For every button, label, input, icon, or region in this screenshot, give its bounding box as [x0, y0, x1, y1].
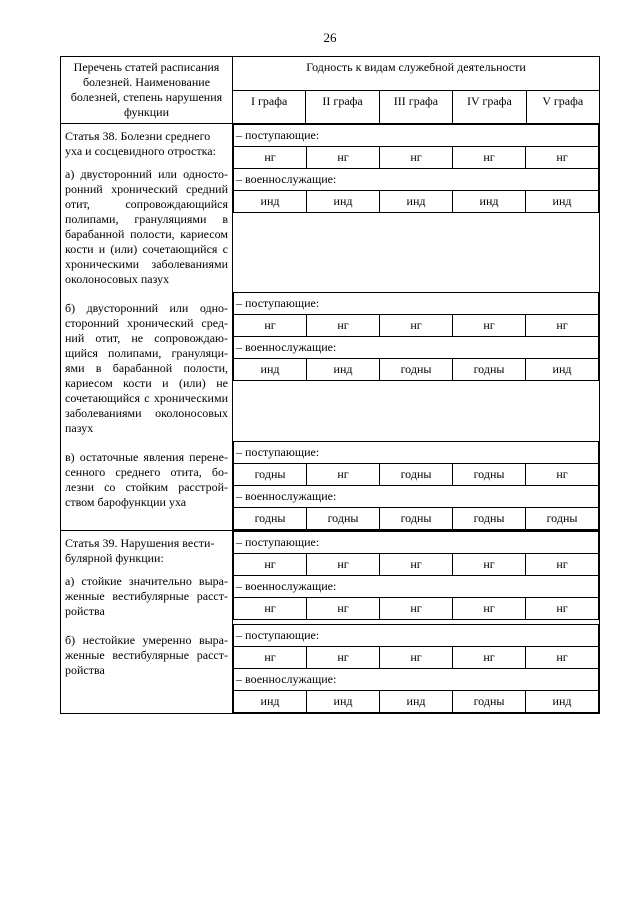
article-item-values: – поступающие:годнынггодныгоднынг– военн…: [233, 441, 600, 531]
value-cell: нг: [453, 647, 526, 669]
value-cell: нг: [307, 464, 380, 486]
value-cell: годны: [380, 464, 453, 486]
article-item-text: б) двусторонний или одно­сторонний хрони…: [61, 292, 233, 441]
value-cell: инд: [526, 359, 599, 381]
article-subitem: б) двусторонний или одно­сторонний хрони…: [65, 301, 228, 436]
article-item-values: – поступающие:нгнгнгнгнг– военнослужащие…: [233, 531, 600, 625]
value-cell: нг: [526, 464, 599, 486]
value-cell: инд: [307, 691, 380, 713]
article-item-values: – поступающие:нгнгнгнгнг– военнослужащие…: [233, 124, 600, 293]
group-label: – поступающие:: [234, 293, 599, 315]
value-cell: годны: [380, 359, 453, 381]
value-cell: нг: [380, 315, 453, 337]
group-label: – поступающие:: [234, 625, 599, 647]
value-cell: инд: [234, 359, 307, 381]
value-cell: инд: [307, 191, 380, 213]
value-cell: годны: [234, 508, 307, 530]
value-cell: годны: [234, 464, 307, 486]
main-table: Перечень статей расписания болезней. Наи…: [60, 56, 600, 714]
value-cell: инд: [234, 691, 307, 713]
value-cell: нг: [234, 554, 307, 576]
article-item-text: Статья 38. Болезни среднего уха и сосцев…: [61, 124, 233, 293]
col-head-1: I графа: [233, 90, 306, 124]
value-cell: годны: [380, 508, 453, 530]
value-cell: нг: [234, 147, 307, 169]
value-cell: нг: [453, 554, 526, 576]
value-cell: нг: [380, 598, 453, 620]
article-title: Статья 38. Болезни среднего уха и сосцев…: [65, 129, 228, 159]
article-item-values: – поступающие:нгнгнгнгнг– военнослужащие…: [233, 292, 600, 441]
article-item-text: б) нестойкие умеренно выра­женные вестиб…: [61, 624, 233, 714]
value-cell: инд: [526, 191, 599, 213]
value-cell: инд: [526, 691, 599, 713]
col-head-2: II графа: [306, 90, 379, 124]
col-head-4: IV графа: [453, 90, 526, 124]
article-item-values: – поступающие:нгнгнгнгнг– военнослужащие…: [233, 624, 600, 714]
value-cell: нг: [380, 554, 453, 576]
group-label: – поступающие:: [234, 532, 599, 554]
value-cell: инд: [234, 191, 307, 213]
header-left: Перечень статей расписания болезней. Наи…: [61, 57, 233, 124]
value-cell: инд: [380, 191, 453, 213]
page: 26 Перечень статей расписания болезней. …: [0, 0, 640, 905]
value-cell: нг: [307, 647, 380, 669]
value-cell: нг: [526, 598, 599, 620]
group-label: – военнослужащие:: [234, 169, 599, 191]
value-cell: нг: [453, 315, 526, 337]
value-cell: нг: [307, 315, 380, 337]
page-number: 26: [60, 30, 600, 46]
article-item-text: Статья 39. Нарушения вести­булярной функ…: [61, 531, 233, 625]
value-cell: нг: [234, 647, 307, 669]
group-label: – военнослужащие:: [234, 486, 599, 508]
value-cell: нг: [234, 598, 307, 620]
header-right: Годность к видам служебной деятельности: [233, 57, 600, 91]
article-subitem: а) двусторонний или односто­ронний хрони…: [65, 167, 228, 287]
group-label: – военнослужащие:: [234, 337, 599, 359]
value-cell: годны: [307, 508, 380, 530]
value-cell: годны: [453, 691, 526, 713]
col-head-3: III графа: [379, 90, 452, 124]
value-cell: нг: [453, 147, 526, 169]
value-cell: годны: [453, 359, 526, 381]
group-label: – военнослужащие:: [234, 669, 599, 691]
article-subitem: а) стойкие значительно выра­женные вести…: [65, 574, 228, 619]
group-label: – поступающие:: [234, 125, 599, 147]
value-cell: нг: [526, 315, 599, 337]
value-cell: нг: [307, 147, 380, 169]
value-cell: нг: [453, 598, 526, 620]
value-cell: инд: [453, 191, 526, 213]
value-cell: нг: [380, 647, 453, 669]
col-head-5: V графа: [526, 90, 599, 124]
value-cell: инд: [307, 359, 380, 381]
value-cell: нг: [526, 647, 599, 669]
value-cell: нг: [526, 554, 599, 576]
value-cell: нг: [307, 554, 380, 576]
article-subitem: в) остаточные явления перене­сенного сре…: [65, 450, 228, 510]
group-label: – поступающие:: [234, 442, 599, 464]
value-cell: нг: [380, 147, 453, 169]
value-cell: годны: [453, 508, 526, 530]
value-cell: нг: [234, 315, 307, 337]
value-cell: нг: [526, 147, 599, 169]
table-body: Статья 38. Болезни среднего уха и сосцев…: [61, 124, 600, 714]
article-subitem: б) нестойкие умеренно выра­женные вестиб…: [65, 633, 228, 678]
value-cell: нг: [307, 598, 380, 620]
article-title: Статья 39. Нарушения вести­булярной функ…: [65, 536, 228, 566]
article-item-text: в) остаточные явления перене­сенного сре…: [61, 441, 233, 531]
value-cell: годны: [526, 508, 599, 530]
group-label: – военнослужащие:: [234, 576, 599, 598]
value-cell: годны: [453, 464, 526, 486]
value-cell: инд: [380, 691, 453, 713]
